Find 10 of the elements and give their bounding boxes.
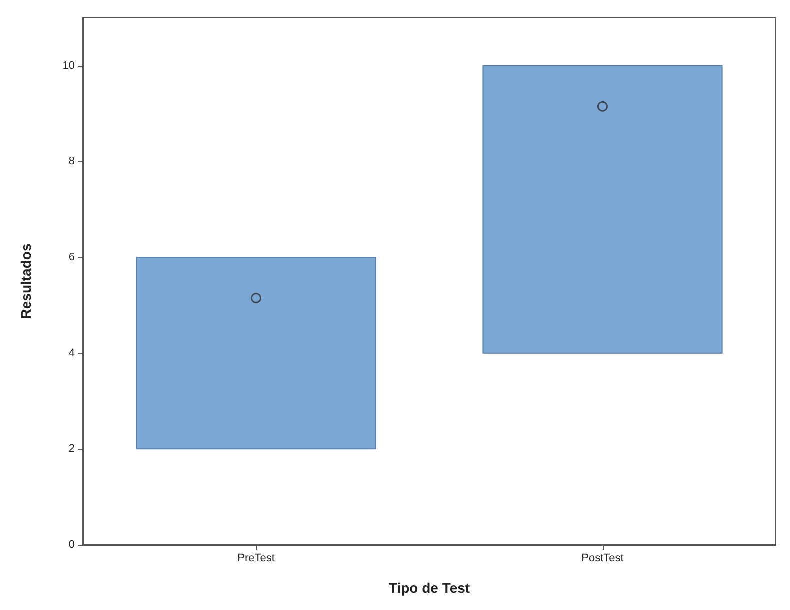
- x-tick-label: PostTest: [582, 552, 624, 564]
- y-tick-label: 4: [68, 347, 75, 360]
- y-tick-label: 6: [68, 252, 75, 264]
- y-tick-label: 2: [68, 443, 75, 456]
- y-tick-label: 0: [68, 539, 75, 551]
- y-tick-label: 10: [62, 60, 75, 72]
- y-tick-label: 8: [68, 156, 75, 168]
- y-axis-title: Resultados: [18, 244, 34, 320]
- x-axis-title: Tipo de Test: [388, 580, 470, 596]
- x-tick-label: PreTest: [238, 552, 275, 564]
